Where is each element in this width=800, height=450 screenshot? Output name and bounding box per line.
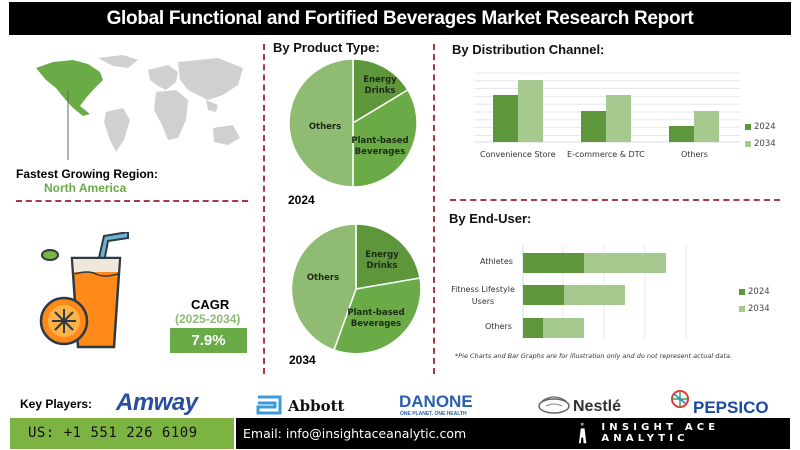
divider-right bbox=[433, 44, 435, 374]
region-label: Fastest Growing Region: bbox=[16, 167, 159, 181]
world-map-icon bbox=[36, 55, 243, 160]
logo-nestle: Nestlé bbox=[573, 398, 622, 415]
pie-chart-2024 bbox=[288, 58, 418, 188]
nestle-nest-icon bbox=[538, 396, 570, 414]
cagr-period: (2025-2034) bbox=[175, 312, 241, 326]
distribution-bar-chart bbox=[474, 72, 740, 143]
logo-pepsico: PEPSICO bbox=[693, 398, 769, 417]
divider-region bbox=[16, 200, 248, 202]
cagr-label: CAGR bbox=[191, 297, 230, 312]
cagr-value: 7.9% bbox=[170, 328, 247, 353]
dist-cat-others: Others bbox=[681, 150, 708, 159]
logo-amway: Amway bbox=[116, 389, 198, 416]
email-address[interactable]: Email: info@insightaceanalytic.com bbox=[236, 418, 790, 449]
end-user-legend: 2024 2034 bbox=[739, 283, 770, 317]
pie-2034-energy-label: Energy Drinks bbox=[365, 250, 399, 271]
pie-2024-energy-label: Energy Drinks bbox=[363, 75, 397, 96]
end-user-cat-others: Others bbox=[485, 322, 512, 331]
divider-distribution bbox=[450, 199, 780, 201]
distribution-title: By Distribution Channel: bbox=[452, 42, 605, 57]
dist-cat-ecommerce: E-commerce & DTC bbox=[567, 150, 645, 159]
pie-2024-year: 2024 bbox=[288, 193, 315, 207]
brand-logo: INSIGHT ACE ANALYTIC bbox=[578, 422, 800, 444]
divider-left bbox=[263, 44, 265, 374]
pie-2024-others-label: Others bbox=[308, 122, 342, 132]
distribution-legend: 2024 2034 bbox=[745, 118, 776, 152]
phone-number[interactable]: US: +1 551 226 6109 bbox=[10, 418, 234, 449]
pie-2034-others-label: Others bbox=[306, 273, 340, 283]
key-players-label: Key Players: bbox=[20, 397, 93, 411]
juice-glass-icon bbox=[39, 232, 129, 349]
logo-danone: DANONE bbox=[399, 392, 473, 411]
pie-chart-2034 bbox=[290, 223, 422, 355]
abbott-logo-icon bbox=[256, 395, 282, 415]
danone-tagline: ONE PLANET. ONE HEALTH bbox=[400, 411, 467, 417]
pie-2024-plant-label: Plant-based Beverages bbox=[351, 136, 409, 157]
brand-name: INSIGHT ACE ANALYTIC bbox=[601, 422, 720, 444]
page-title: Global Functional and Fortified Beverage… bbox=[9, 2, 791, 35]
pepsico-globe-icon bbox=[671, 390, 689, 408]
footnote: *Pie Charts and Bar Graphs are for illus… bbox=[455, 352, 732, 360]
product-type-title: By Product Type: bbox=[273, 40, 380, 55]
end-user-cat-athletes: Athletes bbox=[480, 257, 513, 266]
end-user-title: By End-User: bbox=[449, 211, 532, 226]
pie-2034-plant-label: Plant-based Beverages bbox=[347, 308, 405, 329]
region-value: North America bbox=[44, 181, 127, 195]
end-user-cat-fitness: Fitness Lifestyle Users bbox=[451, 285, 515, 306]
end-user-bar-chart bbox=[522, 245, 687, 339]
logo-abbott: Abbott bbox=[288, 397, 345, 415]
insight-ace-logo-icon bbox=[578, 422, 587, 444]
dist-cat-convenience: Convenience Store bbox=[480, 150, 556, 159]
pie-2034-year: 2034 bbox=[289, 353, 316, 367]
